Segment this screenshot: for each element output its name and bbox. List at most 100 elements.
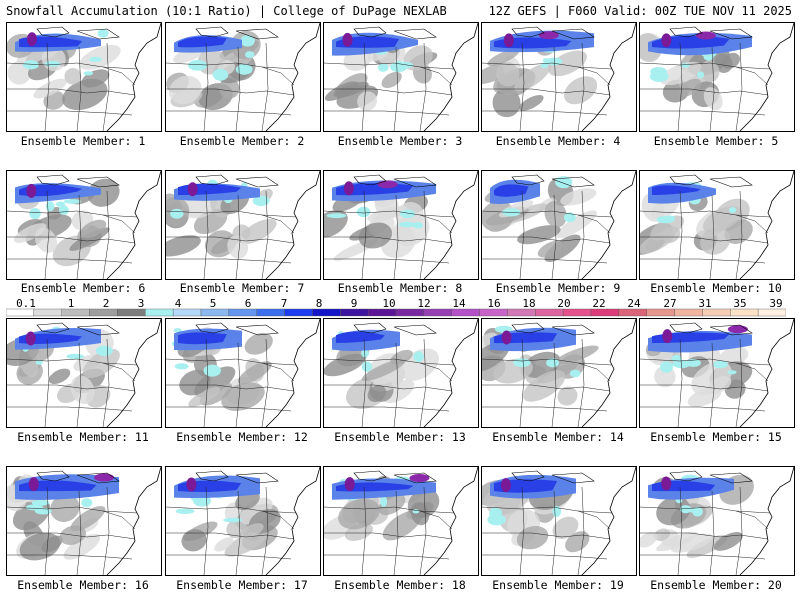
ensemble-map-15 (639, 318, 795, 428)
scale-swatch (145, 308, 174, 317)
member-caption-19: Ensemble Member: 19 (492, 578, 624, 592)
snowfall-map-20 (640, 467, 794, 575)
ensemble-map-3 (323, 22, 479, 132)
snowfall-map-17 (166, 467, 320, 575)
member-caption-9: Ensemble Member: 9 (495, 281, 621, 295)
ensemble-map-17 (165, 466, 321, 576)
snowfall-map-12 (166, 319, 320, 427)
member-caption-1: Ensemble Member: 1 (20, 134, 146, 148)
scale-swatch (340, 308, 369, 317)
snowfall-map-18 (324, 467, 478, 575)
member-caption-12: Ensemble Member: 12 (176, 430, 308, 444)
scale-swatch (562, 308, 592, 317)
color-scale-bar: 0.1 1 2 3 4 5 6 7 8 9 10 12 14 16 18 20 22 24 27 31 35 39 (5, 297, 787, 317)
scale-swatch (312, 308, 341, 317)
scale-tick-label: 1 (68, 298, 75, 310)
color-scale: 0.1 1 2 3 4 5 6 7 8 9 10 12 14 16 18 20 22 24 27 31 35 39 (5, 297, 787, 318)
scale-tick-label: 5 (210, 298, 217, 310)
ensemble-map-8 (323, 170, 479, 280)
ensemble-map-4 (481, 22, 637, 132)
scale-swatch (423, 308, 452, 317)
member-caption-18: Ensemble Member: 18 (334, 578, 466, 592)
scale-swatch (451, 308, 480, 317)
snowfall-map-13 (324, 319, 478, 427)
member-caption-3: Ensemble Member: 3 (337, 134, 463, 148)
member-caption-15: Ensemble Member: 15 (650, 430, 782, 444)
scale-tick-label: 12 (417, 298, 430, 310)
ensemble-map-9 (481, 170, 637, 280)
scale-tick-label: 16 (487, 298, 500, 310)
snowfall-map-11 (7, 319, 161, 427)
ensemble-map-5 (639, 22, 795, 132)
scale-tick-label: 22 (592, 298, 605, 310)
model-run-label: 12Z GEFS | F060 Valid: 00Z TUE NOV 11 20… (488, 4, 792, 18)
scale-tick-label: 6 (245, 298, 252, 310)
ensemble-map-13 (323, 318, 479, 428)
member-caption-5: Ensemble Member: 5 (653, 134, 779, 148)
member-caption-4: Ensemble Member: 4 (495, 134, 621, 148)
member-caption-17: Ensemble Member: 17 (176, 578, 308, 592)
member-caption-16: Ensemble Member: 16 (17, 578, 149, 592)
snowfall-map-9 (482, 171, 636, 279)
snowfall-map-5 (640, 23, 794, 131)
ensemble-map-11 (6, 318, 162, 428)
scale-tick-label: 7 (281, 298, 288, 310)
scale-swatch (730, 308, 759, 317)
scale-tick-label: 27 (663, 298, 676, 310)
scale-swatch (61, 308, 90, 317)
scale-swatch (256, 308, 285, 317)
member-caption-6: Ensemble Member: 6 (20, 281, 146, 295)
ensemble-map-10 (639, 170, 795, 280)
scale-swatch (757, 308, 787, 317)
scale-swatch (646, 308, 675, 317)
member-caption-8: Ensemble Member: 8 (337, 281, 463, 295)
ensemble-map-20 (639, 466, 795, 576)
member-caption-11: Ensemble Member: 11 (17, 430, 149, 444)
scale-tick-label: 20 (557, 298, 570, 310)
member-caption-20: Ensemble Member: 20 (650, 578, 782, 592)
member-caption-14: Ensemble Member: 14 (492, 430, 624, 444)
snowfall-map-16 (7, 467, 161, 575)
scale-swatch (228, 308, 257, 317)
ensemble-map-16 (6, 466, 162, 576)
ensemble-map-7 (165, 170, 321, 280)
scale-swatch (618, 308, 647, 317)
scale-swatch (89, 308, 118, 317)
scale-tick-label: 14 (452, 298, 466, 310)
snowfall-map-2 (166, 23, 320, 131)
snowfall-map-6 (7, 171, 161, 279)
member-caption-13: Ensemble Member: 13 (334, 430, 466, 444)
scale-tick-label: 2 (103, 298, 110, 310)
scale-swatch (507, 308, 536, 317)
scale-swatch (117, 308, 146, 317)
scale-tick-label: 35 (733, 298, 746, 310)
ensemble-map-2 (165, 22, 321, 132)
snowfall-map-8 (324, 171, 478, 279)
scale-tick-label: 9 (351, 298, 358, 310)
ensemble-map-12 (165, 318, 321, 428)
snowfall-map-10 (640, 171, 794, 279)
scale-swatch (395, 308, 425, 317)
scale-swatch (33, 308, 62, 317)
snowfall-map-1 (7, 23, 161, 131)
scale-tick-label: 18 (522, 298, 535, 310)
scale-swatch (367, 308, 397, 317)
scale-tick-label: 0.1 (16, 298, 36, 310)
scale-swatch (702, 308, 731, 317)
member-caption-7: Ensemble Member: 7 (179, 281, 305, 295)
scale-tick-label: 10 (382, 298, 395, 310)
scale-swatch (200, 308, 230, 317)
ensemble-map-19 (481, 466, 637, 576)
scale-tick-label: 31 (698, 298, 711, 310)
scale-swatch (674, 308, 703, 317)
scale-swatch (590, 308, 620, 317)
snowfall-map-4 (482, 23, 636, 131)
scale-tick-label: 4 (175, 298, 182, 310)
scale-swatch (479, 308, 508, 317)
snowfall-map-15 (640, 319, 794, 427)
scale-tick-label: 24 (627, 298, 641, 310)
chart-title: Snowfall Accumulation (10:1 Ratio) | Col… (6, 4, 447, 18)
scale-swatch (284, 308, 313, 317)
ensemble-map-18 (323, 466, 479, 576)
snowfall-map-14 (482, 319, 636, 427)
